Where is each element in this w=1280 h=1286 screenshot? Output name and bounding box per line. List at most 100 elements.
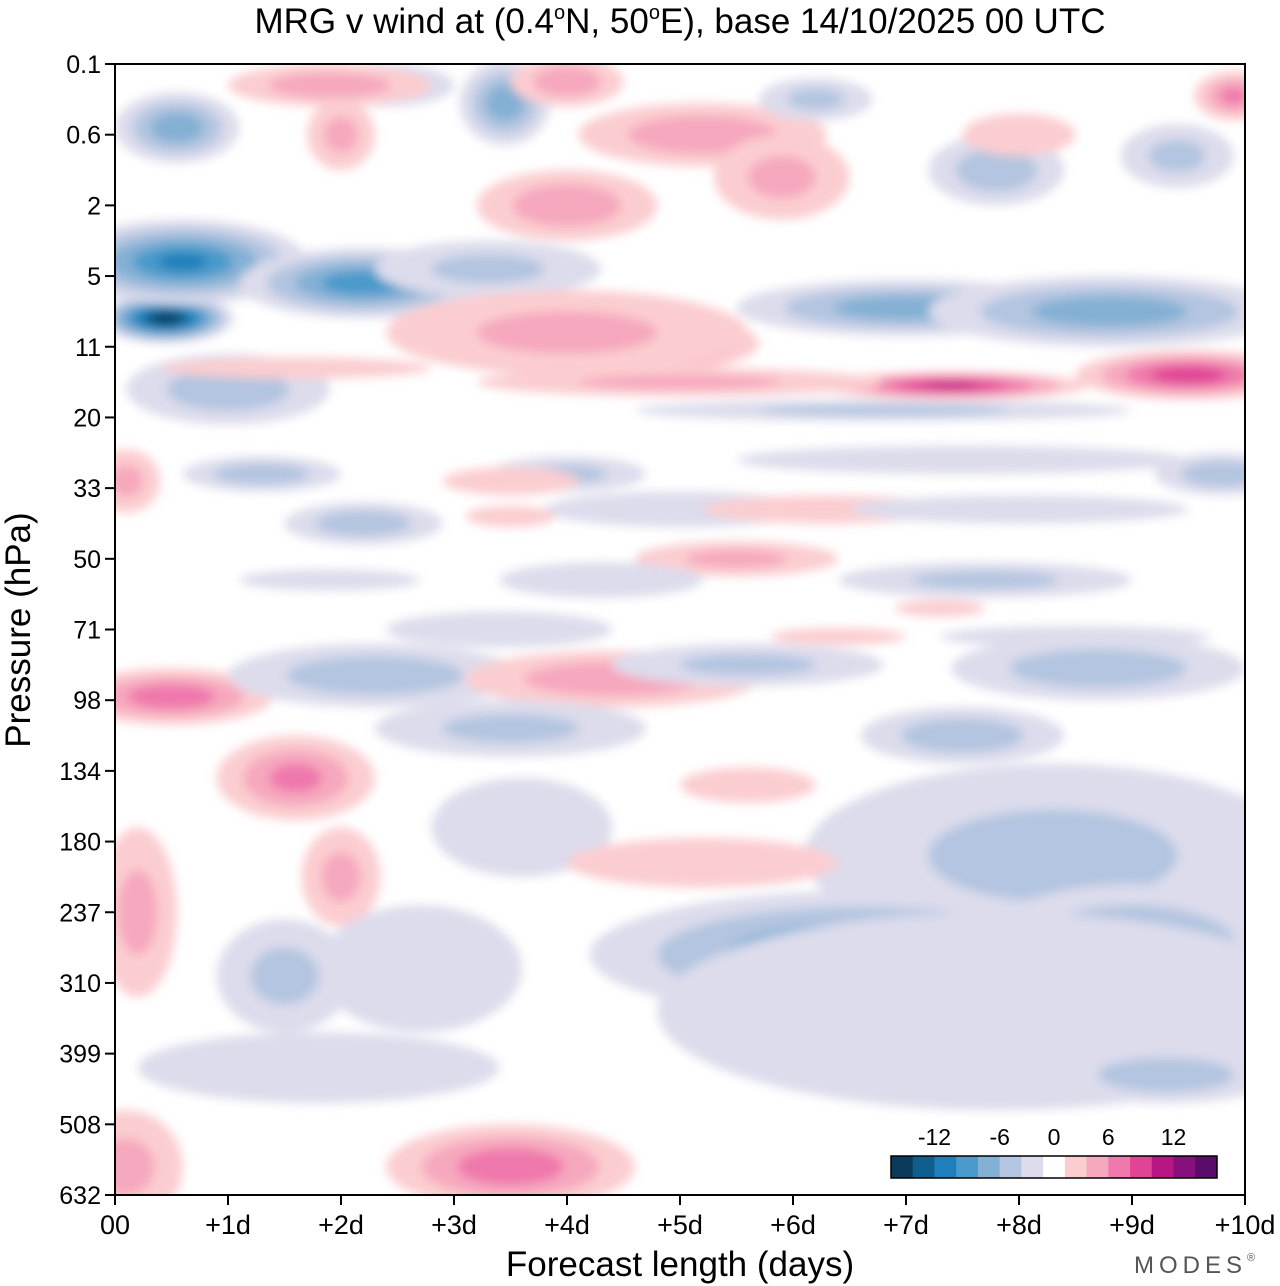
- contour-band-42-2: [239, 569, 421, 591]
- contour-band-8-4: [268, 72, 391, 98]
- colorbar-swatch: [912, 1156, 935, 1178]
- colorbar-label: 6: [1102, 1124, 1115, 1150]
- x-tick-label: 00: [100, 1210, 130, 1240]
- contour-band-6-6: [485, 84, 525, 122]
- contour-band-70-6: [457, 1148, 564, 1185]
- contour-band-60-4: [321, 852, 361, 902]
- colorbar-label: -12: [918, 1124, 951, 1150]
- contour-band-30-4: [1181, 461, 1245, 487]
- colorbar-swatch: [1064, 1156, 1088, 1178]
- contour-band-58-4: [928, 809, 1178, 902]
- contour-band-38-2: [465, 505, 556, 528]
- contour-band-20-4: [1148, 139, 1206, 172]
- contour-band-23-10: [924, 382, 979, 389]
- y-tick-label: 0.1: [66, 51, 101, 79]
- contour-band-19-4: [955, 148, 1038, 192]
- colorbar-swatch: [1173, 1156, 1196, 1178]
- y-tick-label: 11: [75, 334, 101, 362]
- contour-band-47-6: [127, 684, 216, 709]
- contour-band-11-4: [512, 184, 622, 227]
- contour-band-68-2: [137, 1032, 500, 1104]
- x-tick-label: +9d: [1109, 1210, 1155, 1240]
- contour-band-40-2: [499, 562, 703, 598]
- colorbar-swatch: [999, 1156, 1022, 1178]
- contour-band-26-2: [160, 357, 432, 379]
- x-tick-label: +5d: [657, 1210, 703, 1240]
- contour-band-21-6: [1220, 87, 1245, 105]
- colorbar-swatch: [1130, 1156, 1153, 1178]
- contour-band-55-2: [680, 767, 816, 803]
- contour-band-51-4: [1009, 649, 1187, 688]
- colorbar-label: -6: [989, 1124, 1009, 1150]
- colorbar-swatch: [891, 1156, 914, 1178]
- contour-band-28-4: [214, 463, 310, 485]
- x-tick-label: +6d: [770, 1210, 816, 1240]
- y-tick-label: 33: [73, 475, 101, 503]
- colorbar-swatch: [1086, 1156, 1109, 1178]
- title-degree-1: o: [554, 2, 565, 24]
- contour-band-46-2: [770, 628, 906, 646]
- contour-band-32-2: [736, 445, 1189, 474]
- x-tick-label: +1d: [205, 1210, 251, 1240]
- y-tick-label: 50: [73, 546, 101, 574]
- colorbar: -12 -6 0 6 12: [890, 1124, 1218, 1179]
- y-tick-label: 0.6: [66, 122, 101, 150]
- watermark-registered: ®: [1247, 1252, 1260, 1264]
- colorbar-swatch: [1108, 1156, 1131, 1178]
- contour-band-31-4: [115, 465, 144, 497]
- contour-band-25-4: [578, 375, 782, 390]
- colorbar-swatch: [1151, 1156, 1175, 1178]
- y-tick-label: 310: [59, 970, 101, 998]
- contour-band-5-6: [150, 112, 204, 143]
- contour-band-69-4: [1098, 1057, 1234, 1092]
- x-tick-label: +2d: [318, 1210, 364, 1240]
- contour-band-37-2: [849, 495, 1189, 524]
- colorbar-swatch: [1195, 1156, 1218, 1178]
- title-degree-2: o: [649, 2, 660, 24]
- y-tick-label: 5: [87, 263, 101, 291]
- contour-band-54-6: [269, 763, 323, 793]
- colorbar-swatch: [977, 1156, 1001, 1178]
- contour-band-53-4: [901, 718, 1024, 753]
- x-tick-label: +3d: [431, 1210, 477, 1240]
- chart-title: MRG v wind at (0.4oN, 50oE), base 14/10/…: [254, 2, 1105, 41]
- contour-band-41-4: [911, 571, 1059, 589]
- contour-band-27-4: [759, 405, 1008, 416]
- y-tick-label: 20: [73, 404, 101, 432]
- x-tick-label: +8d: [996, 1210, 1042, 1240]
- y-axis-label: Pressure (hPa): [0, 512, 38, 747]
- contour-band-52-4: [442, 714, 579, 743]
- y-axis: 0.1 0.6 2 5 11 20 33 50 71 98 134 180 237 310 399 508 63…: [59, 51, 115, 1210]
- title-mid: N, 50: [565, 2, 649, 41]
- contour-band-22-2: [962, 113, 1076, 156]
- y-tick-label: 237: [59, 899, 101, 927]
- y-tick-label: 98: [73, 687, 101, 715]
- x-tick-label: +7d: [883, 1210, 929, 1240]
- y-tick-label: 2: [87, 192, 101, 220]
- contour-band-1-10: [157, 253, 208, 271]
- contour-band-50-4: [680, 654, 816, 676]
- y-tick-label: 632: [59, 1182, 101, 1210]
- watermark-text: MODES: [1134, 1252, 1247, 1279]
- title-suffix: E), base 14/10/2025 00 UTC: [660, 2, 1106, 41]
- modes-watermark: MODES®: [1134, 1252, 1260, 1279]
- contour-band-43-2: [894, 599, 986, 617]
- contour-band-18-6: [1031, 296, 1187, 327]
- contour-band-3-4: [431, 254, 545, 284]
- colorbar-swatch: [934, 1156, 957, 1178]
- contour-band-24-8: [1150, 366, 1227, 384]
- contour-band-9-4: [324, 117, 358, 153]
- contour-band-48-4: [286, 656, 464, 695]
- contour-band-16-4: [787, 88, 844, 110]
- y-tick-label: 134: [59, 758, 101, 786]
- contour-layer: [115, 64, 1245, 1195]
- contour-band-67-2: [318, 905, 522, 1033]
- contour-band-66-4: [250, 947, 319, 1005]
- contour-band-39-4: [685, 549, 788, 568]
- contour-band-56-2: [431, 777, 613, 877]
- contour-band-59-4: [117, 869, 158, 955]
- contour-band-34-2: [442, 466, 579, 496]
- x-axis-label: Forecast length (days): [506, 1245, 854, 1284]
- contour-band-33-4: [316, 510, 412, 537]
